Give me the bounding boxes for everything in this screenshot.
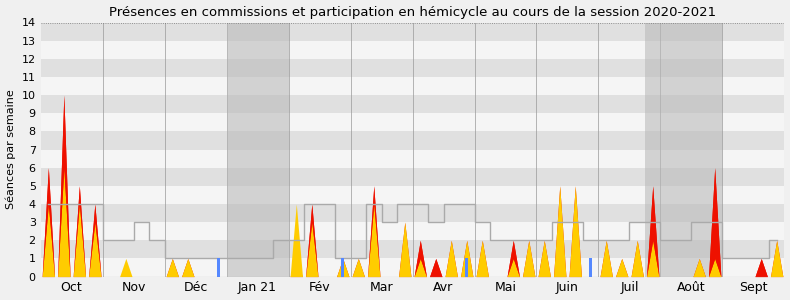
Bar: [341, 258, 344, 277]
Bar: [217, 258, 220, 277]
Bar: [40, 77, 784, 95]
Bar: [40, 40, 784, 59]
Bar: [40, 222, 784, 240]
Bar: [40, 204, 784, 222]
Bar: [40, 131, 784, 149]
Bar: [589, 258, 592, 277]
Bar: [40, 95, 784, 113]
Bar: [40, 258, 784, 277]
Bar: [40, 240, 784, 258]
Bar: [40, 168, 784, 186]
Y-axis label: Séances par semaine: Séances par semaine: [6, 90, 16, 209]
Bar: [40, 22, 784, 40]
Bar: [40, 186, 784, 204]
Title: Présences en commissions et participation en hémicycle au cours de la session 20: Présences en commissions et participatio…: [109, 6, 716, 19]
Bar: [465, 258, 468, 277]
Bar: [40, 149, 784, 168]
Bar: [227, 22, 288, 277]
Bar: [40, 59, 784, 77]
Bar: [40, 113, 784, 131]
Bar: [645, 22, 723, 277]
